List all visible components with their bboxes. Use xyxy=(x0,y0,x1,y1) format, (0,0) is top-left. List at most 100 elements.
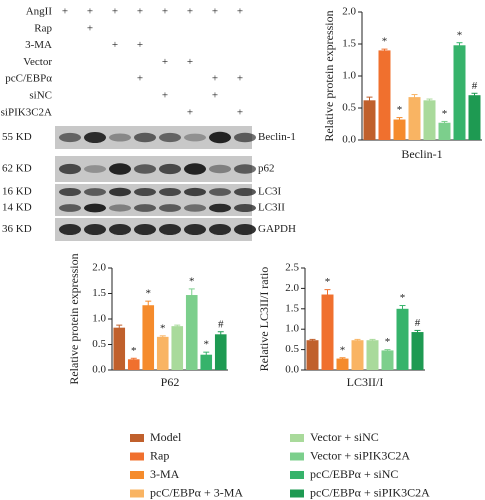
significance-mark: # xyxy=(218,318,224,330)
bar xyxy=(156,336,169,370)
treatment-mark: + xyxy=(212,6,218,18)
band xyxy=(59,132,81,143)
band xyxy=(209,203,231,213)
y-axis-label: Relative protein expression xyxy=(67,253,81,384)
y-tick-label: 1.5 xyxy=(285,302,299,314)
treatment-mark: + xyxy=(112,6,118,18)
band xyxy=(109,163,131,175)
treatment-mark: + xyxy=(187,6,193,18)
bar xyxy=(423,100,436,140)
y-tick-label: 0.5 xyxy=(92,338,106,350)
y-tick-label: 0.0 xyxy=(285,364,299,376)
significance-mark: * xyxy=(385,336,391,348)
treatment-mark: + xyxy=(162,56,168,68)
significance-mark: * xyxy=(325,276,331,288)
band-size: 16 KD xyxy=(2,186,32,198)
band xyxy=(234,132,256,143)
legend-swatch xyxy=(290,471,304,479)
treatment-mark: + xyxy=(137,6,143,18)
band xyxy=(109,204,131,212)
bar xyxy=(336,358,349,370)
significance-mark: * xyxy=(382,36,388,48)
bar xyxy=(408,97,421,140)
x-axis-label: P62 xyxy=(161,375,180,389)
band-protein: LC3I xyxy=(258,186,282,198)
band xyxy=(134,187,156,197)
bar xyxy=(142,305,155,370)
y-tick-label: 1.0 xyxy=(92,313,106,325)
legend-swatch xyxy=(290,434,304,442)
bar xyxy=(185,295,198,370)
y-axis-label: Relative LC3II/I ratio xyxy=(257,267,271,372)
bar xyxy=(393,119,406,140)
y-tick-label: 0.5 xyxy=(342,102,356,114)
significance-mark: # xyxy=(472,80,478,92)
band xyxy=(159,163,181,175)
band xyxy=(159,223,181,236)
treatment-mark: + xyxy=(87,6,93,18)
significance-mark: * xyxy=(160,322,166,334)
bar xyxy=(381,350,394,370)
significance-mark: * xyxy=(397,104,403,116)
treatment-mark: + xyxy=(137,73,143,85)
bar xyxy=(321,294,334,370)
significance-mark: * xyxy=(400,292,406,304)
treatment-mark: + xyxy=(212,73,218,85)
significance-mark: * xyxy=(457,29,463,41)
legend-label: Model xyxy=(150,430,182,444)
band-protein: Beclin-1 xyxy=(258,131,296,143)
bar xyxy=(127,359,140,370)
band xyxy=(184,133,206,142)
band xyxy=(159,132,181,143)
band xyxy=(134,132,156,143)
bar xyxy=(214,334,227,370)
legend-swatch xyxy=(290,452,304,461)
bar xyxy=(306,340,319,370)
bar xyxy=(171,326,184,370)
treatment-mark: + xyxy=(87,22,93,34)
significance-mark: * xyxy=(146,288,152,300)
band-size: 62 KD xyxy=(2,163,32,175)
legend-label: pcC/EBPα + siPIK3C2A xyxy=(310,485,430,499)
treatment-label: AngII xyxy=(26,6,53,18)
band xyxy=(209,188,231,196)
band xyxy=(209,131,231,144)
band xyxy=(234,203,256,213)
band xyxy=(84,203,106,213)
y-tick-label: 1.5 xyxy=(92,287,106,299)
treatment-mark: + xyxy=(62,6,68,18)
band xyxy=(59,187,81,197)
band xyxy=(159,187,181,197)
legend-label: pcC/EBPα + siNC xyxy=(310,467,398,481)
y-tick-label: 2.0 xyxy=(92,262,106,274)
legend-label: Vector + siNC xyxy=(310,430,379,444)
bar xyxy=(438,122,451,140)
y-tick-label: 2.0 xyxy=(285,282,299,294)
band xyxy=(59,163,81,175)
y-tick-label: 0.0 xyxy=(342,134,356,146)
treatment-mark: + xyxy=(237,6,243,18)
band xyxy=(109,133,131,142)
band xyxy=(84,131,106,144)
legend-swatch xyxy=(290,489,304,498)
bar xyxy=(378,50,391,140)
treatment-label: siPIK3C2A xyxy=(1,106,52,118)
band xyxy=(134,204,156,212)
bar xyxy=(453,45,466,140)
bar xyxy=(396,308,409,370)
bar xyxy=(113,327,126,370)
band xyxy=(134,223,156,236)
band xyxy=(209,164,231,174)
treatment-mark: + xyxy=(162,6,168,18)
band xyxy=(159,204,181,212)
band-size: 36 KD xyxy=(2,223,32,235)
band xyxy=(109,223,131,236)
treatment-mark: + xyxy=(187,56,193,68)
y-tick-label: 2.0 xyxy=(342,6,356,18)
bar xyxy=(468,95,481,140)
band-protein: GAPDH xyxy=(258,223,296,235)
y-tick-label: 2.5 xyxy=(285,262,299,274)
y-tick-label: 1.5 xyxy=(342,38,356,50)
legend-label: Rap xyxy=(150,448,169,462)
band xyxy=(84,165,106,173)
